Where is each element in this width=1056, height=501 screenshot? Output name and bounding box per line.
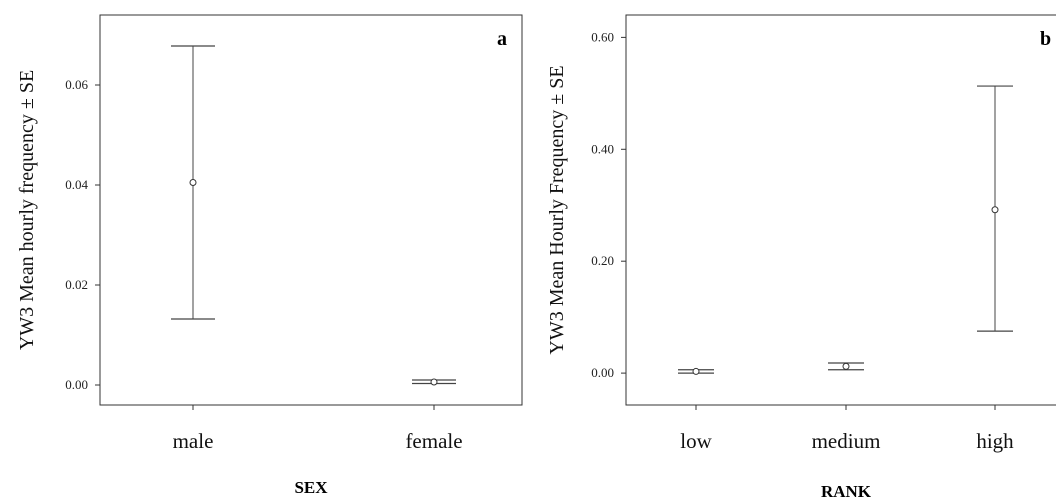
plot-frame xyxy=(625,14,1056,406)
x-category-label: low xyxy=(680,429,712,453)
x-categories: male female xyxy=(173,405,463,453)
x-axis-label: SEX xyxy=(294,478,328,497)
y-axis-label: YW3 Mean Hourly Frequency ± SE xyxy=(546,65,568,354)
y-tick-label: 0.06 xyxy=(65,77,88,92)
x-category-label: high xyxy=(976,429,1014,453)
mean-point xyxy=(189,179,197,186)
y-tick-label: 0.00 xyxy=(591,365,614,380)
error-bars xyxy=(678,85,1013,375)
y-tick-label: 0.00 xyxy=(65,377,88,392)
panel-label: b xyxy=(1040,28,1051,50)
y-ticks: 0.00 0.02 0.04 0.06 xyxy=(65,77,100,392)
panel-label: a xyxy=(497,28,507,50)
x-category-label: medium xyxy=(812,429,881,453)
y-tick-label: 0.40 xyxy=(591,141,614,156)
plot-frame xyxy=(99,14,523,406)
x-axis-label: RANK xyxy=(821,482,872,501)
y-axis-label: YW3 Mean hourly frequency ± SE xyxy=(16,70,38,350)
y-tick-label: 0.04 xyxy=(65,177,88,192)
y-tick-label: 0.60 xyxy=(591,29,614,44)
chart-panel-b: b RANK YW3 Mean Hourly Frequency ± SE 0.… xyxy=(546,14,1056,501)
x-category-label: female xyxy=(405,429,462,453)
mean-point xyxy=(430,378,438,386)
mean-point xyxy=(842,362,850,370)
y-tick-label: 0.20 xyxy=(591,253,614,268)
mean-point xyxy=(692,367,700,375)
y-ticks: 0.00 0.20 0.40 0.60 xyxy=(591,29,626,380)
chart-panel-a: a SEX YW3 Mean hourly frequency ± SE 0.0… xyxy=(16,14,523,497)
error-bars xyxy=(171,45,456,386)
x-categories: low medium high xyxy=(680,405,1014,453)
y-tick-label: 0.02 xyxy=(65,277,88,292)
x-category-label: male xyxy=(173,429,214,453)
mean-point xyxy=(991,206,999,214)
